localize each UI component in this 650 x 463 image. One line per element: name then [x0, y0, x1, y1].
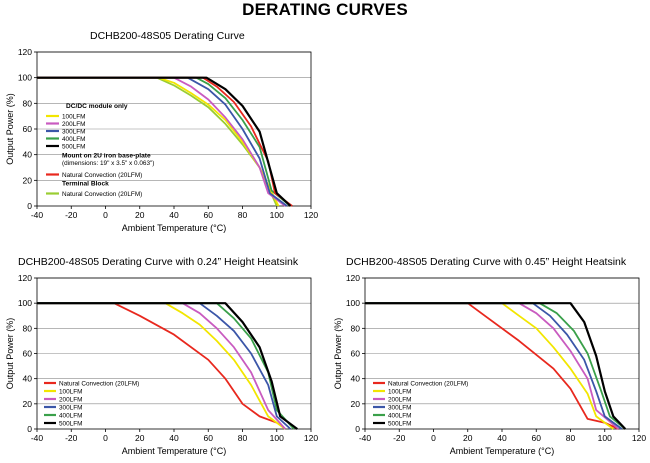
chart-1-title: DCHB200-48S05 Derating Curve	[90, 30, 245, 42]
chart-1-xtick-label: 40	[169, 210, 179, 220]
chart-2-xtick-label: 60	[204, 433, 214, 443]
chart-3-title: DCHB200-48S05 Derating Curve with 0.45” …	[346, 256, 627, 268]
chart-1-legend-label: Natural Convection (20LFM)	[62, 172, 142, 179]
chart-2-ytick-label: 60	[23, 349, 33, 359]
chart-3-xtick-label: -40	[359, 433, 372, 443]
chart-2-xtick-label: -20	[65, 433, 78, 443]
chart-1-xtick-label: 0	[103, 210, 108, 220]
chart-1-legend-label: 200LFM	[62, 121, 85, 128]
chart-1-legend-label: Natural Convection (20LFM)	[62, 191, 142, 198]
chart-1-ytick-label: 40	[23, 150, 33, 160]
chart-3-legend-label: 500LFM	[388, 420, 411, 427]
chart-2-legend-label: 400LFM	[59, 412, 82, 419]
chart-2-ytick-label: 0	[27, 424, 32, 434]
chart-3-xtick-label: 120	[632, 433, 646, 443]
chart-1-legend-heading: DC/DC module only	[66, 103, 128, 110]
chart-3-legend-label: 200LFM	[388, 396, 411, 403]
chart-2-ytick-label: 80	[23, 323, 33, 333]
chart-1-legend-subheading: (dimensions: 19" x 3.5" x 0.063")	[62, 160, 154, 167]
chart-2-title: DCHB200-48S05 Derating Curve with 0.24” …	[18, 256, 299, 268]
chart-3-series-line-lfm500	[365, 302, 627, 430]
chart-1-xtick-label: -40	[31, 210, 44, 220]
chart-1-series-line-lfm500	[37, 76, 292, 207]
chart-3-ytick-label: 100	[346, 298, 360, 308]
chart-1-xtick-label: 120	[304, 210, 318, 220]
chart-3-xtick-label: 80	[566, 433, 576, 443]
chart-1-ytick-label: 120	[18, 47, 32, 57]
chart-3-series-line-lfm400	[365, 302, 626, 430]
chart-3-ytick-label: 80	[351, 323, 361, 333]
chart-3-series-line-natural	[365, 302, 619, 430]
chart-1-ytick-label: 0	[27, 201, 32, 211]
chart-2-xtick-label: 120	[304, 433, 318, 443]
chart-3-series-line-lfm300	[365, 302, 623, 430]
chart-2-ytick-label: 100	[18, 298, 32, 308]
chart-1-xtick-label: -20	[65, 210, 78, 220]
chart-1-ytick-label: 100	[18, 73, 32, 83]
chart-2-legend-label: Natural Convection (20LFM)	[59, 380, 139, 387]
chart-3-legend-label: 100LFM	[388, 388, 411, 395]
chart-1-ytick-label: 20	[23, 175, 33, 185]
chart-2-xaxis-label: Ambient Temperature (°C)	[122, 446, 226, 456]
chart-3-series-line-lfm200	[365, 302, 620, 430]
chart-2-xtick-label: 0	[103, 433, 108, 443]
chart-3-legend-label: Natural Convection (20LFM)	[388, 380, 468, 387]
chart-2-ytick-label: 40	[23, 374, 33, 384]
chart-1-xtick-label: 80	[238, 210, 248, 220]
chart-1-legend-heading: Terminal Block	[62, 181, 109, 188]
chart-2-series-line-lfm300	[37, 302, 292, 430]
chart-2-legend-label: 100LFM	[59, 388, 82, 395]
chart-2-series-line-lfm500	[37, 302, 298, 430]
chart-2-xtick-label: -40	[31, 433, 44, 443]
chart-3-legend-label: 400LFM	[388, 412, 411, 419]
chart-1-yaxis-label: Output Power (%)	[5, 93, 15, 165]
chart-1-series-line-lfm200	[37, 76, 286, 207]
chart-2-legend-label: 300LFM	[59, 404, 82, 411]
chart-3-xtick-label: 60	[532, 433, 542, 443]
chart-1-ytick-label: 80	[23, 98, 33, 108]
chart-3-xtick-label: -20	[393, 433, 406, 443]
chart-3-yaxis-label: Output Power (%)	[333, 318, 343, 390]
chart-3-ytick-label: 0	[355, 424, 360, 434]
chart-3-xtick-label: 0	[431, 433, 436, 443]
chart-3-xtick-label: 40	[497, 433, 507, 443]
chart-2-xtick-label: 20	[135, 433, 145, 443]
chart-3-ytick-label: 120	[346, 273, 360, 283]
chart-1-xtick-label: 20	[135, 210, 145, 220]
chart-3-xtick-label: 100	[598, 433, 612, 443]
chart-3-ytick-label: 20	[351, 399, 361, 409]
chart-2-legend-label: 500LFM	[59, 420, 82, 427]
chart-3-series-line-lfm100	[365, 302, 614, 430]
chart-2-ytick-label: 120	[18, 273, 32, 283]
chart-3-ytick-label: 60	[351, 349, 361, 359]
chart-1-xtick-label: 60	[204, 210, 214, 220]
chart-1-xtick-label: 100	[270, 210, 284, 220]
chart-2-xtick-label: 40	[169, 433, 179, 443]
chart-1-legend-label: 500LFM	[62, 143, 85, 150]
chart-2-series-line-natural	[37, 302, 278, 424]
chart-1-legend-label: 300LFM	[62, 128, 85, 135]
chart-2-ytick-label: 20	[23, 399, 33, 409]
chart-3-xaxis-label: Ambient Temperature (°C)	[450, 446, 554, 456]
chart-1-xaxis-label: Ambient Temperature (°C)	[122, 223, 226, 233]
chart-2-series-line-lfm200	[37, 302, 286, 430]
chart-1-series-line-natural	[37, 76, 293, 207]
chart-1-legend-label: 100LFM	[62, 113, 85, 120]
chart-2-xtick-label: 80	[238, 433, 248, 443]
chart-2-yaxis-label: Output Power (%)	[5, 318, 15, 390]
chart-1-ytick-label: 60	[23, 124, 33, 134]
chart-3-xtick-label: 20	[463, 433, 473, 443]
chart-1-legend-heading: Mount on 2U iron base-plate	[62, 153, 151, 160]
chart-3-ytick-label: 40	[351, 374, 361, 384]
page-title: DERATING CURVES	[242, 0, 408, 19]
chart-2-legend-label: 200LFM	[59, 396, 82, 403]
chart-1-legend-label: 400LFM	[62, 136, 85, 143]
chart-3-legend-label: 300LFM	[388, 404, 411, 411]
chart-1-series-line-lfm300	[37, 76, 288, 207]
chart-2-series-line-lfm100	[37, 302, 286, 430]
chart-2-xtick-label: 100	[270, 433, 284, 443]
